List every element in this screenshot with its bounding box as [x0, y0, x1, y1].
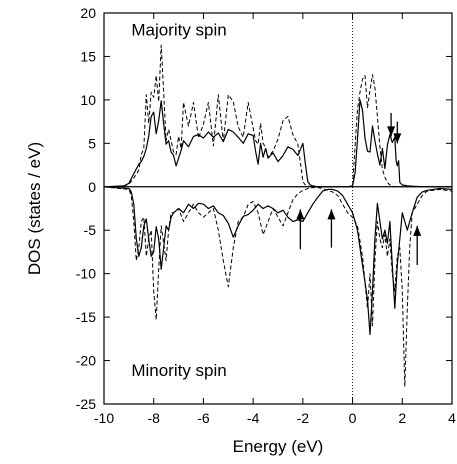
y-tick-label: -20 — [76, 353, 96, 369]
arrow-up-3 — [296, 209, 305, 250]
y-tick-label: 0 — [88, 179, 96, 195]
series-line-2-dashed — [103, 44, 452, 188]
y-tick-label: 10 — [80, 92, 96, 108]
x-tick-label: -8 — [147, 410, 160, 426]
arrow-head — [413, 225, 422, 236]
arrow-up-4 — [327, 209, 336, 248]
arrow-head — [387, 126, 396, 137]
y-tick-label: -15 — [76, 309, 96, 325]
y-axis-title: DOS (states / eV) — [25, 142, 44, 275]
annotation-1: Majority spin — [131, 21, 226, 40]
y-tick-label: 5 — [88, 135, 96, 151]
x-tick-label: 2 — [398, 410, 406, 426]
arrow-down-2 — [393, 121, 402, 144]
arrow-head — [327, 209, 336, 220]
x-tick-label: 4 — [448, 410, 456, 426]
arrow-up-5 — [413, 225, 422, 265]
arrow-head — [393, 133, 402, 144]
arrow-head — [296, 209, 305, 220]
series-layer — [103, 44, 453, 388]
arrow-down-1 — [387, 112, 396, 137]
series-line-1-solid — [103, 99, 452, 188]
plot-frame — [103, 12, 453, 405]
y-tick-label: -25 — [76, 396, 96, 412]
series-line-3-solid — [103, 186, 453, 336]
x-tick-label: -2 — [297, 410, 310, 426]
x-tick-label: -4 — [247, 410, 260, 426]
y-tick-label: 20 — [80, 5, 96, 21]
annotation-2: Minority spin — [131, 361, 226, 380]
y-tick-label: -5 — [84, 222, 97, 238]
series-line-4-dashed — [103, 186, 453, 388]
x-axis-title: Energy (eV) — [233, 437, 324, 456]
x-tick-label: -6 — [197, 410, 210, 426]
y-tick-label: 15 — [80, 48, 96, 64]
reference-lines — [104, 13, 452, 404]
y-tick-label: -10 — [76, 266, 96, 282]
x-tick-label: 0 — [349, 410, 357, 426]
annotations: Majority spin Minority spin — [131, 21, 226, 381]
arrow-layer — [296, 112, 422, 265]
plot-area — [103, 12, 453, 405]
x-tick-label: -10 — [94, 410, 114, 426]
